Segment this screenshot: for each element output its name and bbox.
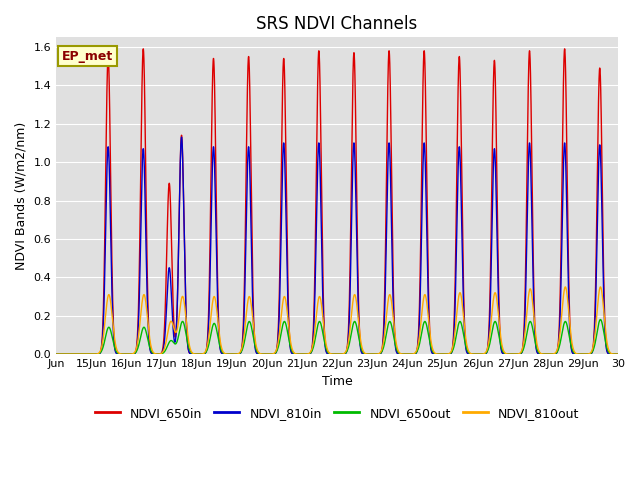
- NDVI_650out: [591, 339, 599, 345]
- NDVI_810out: [52, 351, 60, 357]
- NDVI_810out: [513, 351, 521, 357]
- Text: EP_met: EP_met: [62, 49, 113, 62]
- NDVI_650in: [500, 351, 508, 357]
- NDVI_810out: [596, 284, 604, 290]
- NDVI_810in: [195, 351, 202, 357]
- NDVI_650in: [552, 351, 559, 357]
- NDVI_650in: [108, 257, 116, 263]
- NDVI_810out: [108, 310, 116, 316]
- NDVI_810in: [614, 351, 622, 357]
- NDVI_650out: [195, 351, 202, 357]
- NDVI_810in: [513, 351, 521, 357]
- NDVI_650out: [596, 317, 604, 323]
- Line: NDVI_810in: NDVI_810in: [56, 137, 618, 354]
- Y-axis label: NDVI Bands (W/m2/nm): NDVI Bands (W/m2/nm): [15, 121, 28, 270]
- NDVI_810in: [500, 351, 508, 357]
- NDVI_650in: [52, 351, 60, 357]
- NDVI_650out: [52, 351, 60, 357]
- Line: NDVI_650in: NDVI_650in: [56, 49, 618, 354]
- NDVI_650in: [591, 292, 599, 298]
- NDVI_650out: [108, 333, 116, 338]
- NDVI_810out: [614, 351, 622, 357]
- NDVI_650in: [614, 351, 622, 357]
- Line: NDVI_650out: NDVI_650out: [56, 320, 618, 354]
- NDVI_650in: [513, 351, 521, 357]
- NDVI_810out: [591, 328, 599, 334]
- NDVI_650out: [500, 349, 508, 355]
- Legend: NDVI_650in, NDVI_810in, NDVI_650out, NDVI_810out: NDVI_650in, NDVI_810in, NDVI_650out, NDV…: [90, 402, 584, 424]
- NDVI_650in: [561, 46, 568, 52]
- NDVI_650out: [552, 351, 559, 357]
- NDVI_650out: [614, 351, 622, 357]
- NDVI_810out: [195, 351, 202, 357]
- NDVI_810in: [591, 308, 599, 313]
- NDVI_810out: [500, 348, 508, 354]
- NDVI_810in: [108, 286, 116, 291]
- NDVI_650out: [513, 351, 521, 357]
- NDVI_810in: [52, 351, 60, 357]
- Title: SRS NDVI Channels: SRS NDVI Channels: [257, 15, 418, 33]
- NDVI_810in: [178, 134, 186, 140]
- NDVI_650in: [195, 351, 202, 357]
- Line: NDVI_810out: NDVI_810out: [56, 287, 618, 354]
- NDVI_810in: [552, 351, 559, 357]
- NDVI_810out: [552, 350, 559, 356]
- X-axis label: Time: Time: [322, 374, 353, 387]
